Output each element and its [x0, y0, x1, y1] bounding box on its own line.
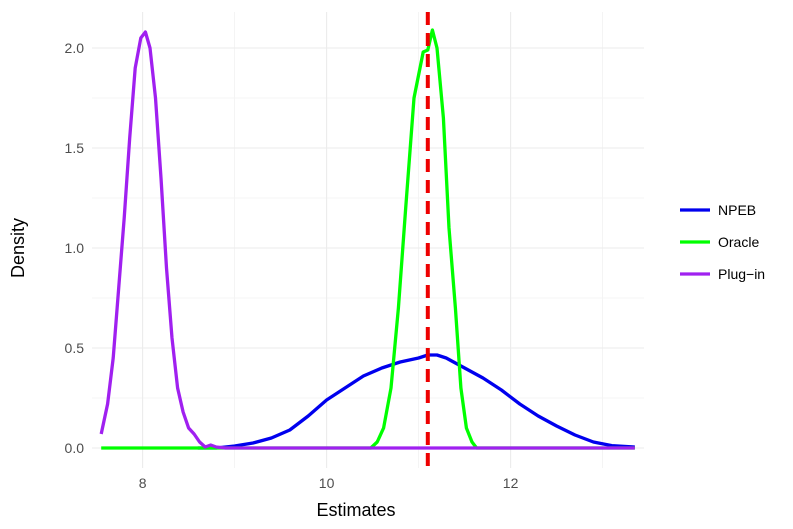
y-axis-tick-labels: 0.0 0.5 1.0 1.5 2.0 [65, 40, 85, 456]
y-tick-label: 0.5 [65, 340, 85, 356]
series-line-oracle [101, 28, 635, 450]
series-line-npeb [197, 353, 635, 450]
legend-label: Plug−in [718, 266, 765, 282]
x-tick-label: 8 [139, 475, 147, 491]
y-axis-title: Density [8, 218, 28, 278]
series-line-plug-in [99, 30, 635, 450]
x-axis-tick-labels: 8 10 12 [139, 475, 519, 491]
legend-label: Oracle [718, 234, 759, 250]
y-tick-label: 1.5 [65, 140, 85, 156]
minor-gridlines [92, 12, 644, 468]
x-axis-title: Estimates [316, 500, 395, 520]
y-tick-label: 2.0 [65, 40, 85, 56]
series-lines [99, 28, 635, 450]
x-tick-label: 12 [503, 475, 519, 491]
x-tick-label: 10 [319, 475, 335, 491]
y-tick-label: 0.0 [65, 440, 85, 456]
legend: NPEB Oracle Plug−in [680, 202, 765, 282]
legend-label: NPEB [718, 202, 756, 218]
major-gridlines [92, 12, 644, 468]
y-tick-label: 1.0 [65, 240, 85, 256]
